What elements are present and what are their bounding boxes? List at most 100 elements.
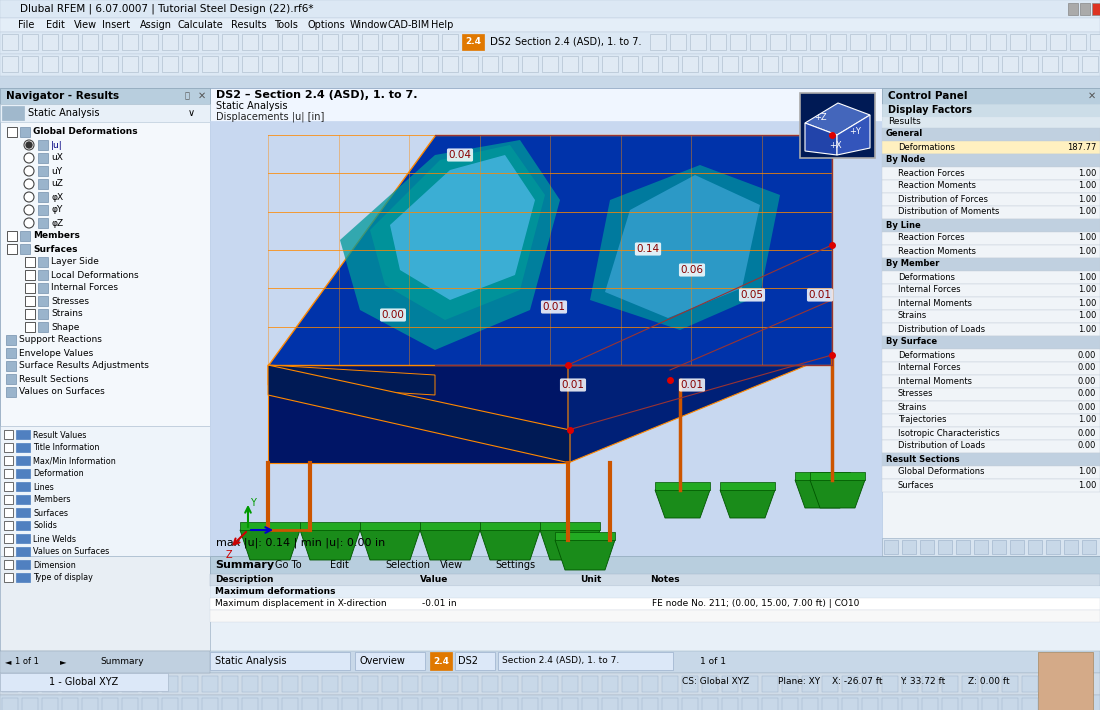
- Bar: [1092, 3, 1100, 15]
- Bar: [922, 56, 938, 72]
- Bar: [1002, 56, 1018, 72]
- Bar: [39, 166, 48, 176]
- Bar: [282, 56, 298, 72]
- Bar: [82, 34, 98, 50]
- Bar: [882, 232, 1100, 245]
- Bar: [882, 676, 898, 692]
- Circle shape: [24, 192, 34, 202]
- Bar: [750, 34, 766, 50]
- Bar: [42, 34, 58, 50]
- Bar: [902, 676, 918, 692]
- Bar: [722, 698, 738, 710]
- Bar: [6, 335, 16, 345]
- Bar: [455, 652, 495, 670]
- Bar: [102, 56, 118, 72]
- Polygon shape: [810, 480, 865, 508]
- Bar: [16, 482, 30, 491]
- Bar: [682, 56, 698, 72]
- Text: Internal Moments: Internal Moments: [898, 376, 972, 386]
- Bar: [882, 117, 1100, 128]
- Bar: [39, 153, 48, 163]
- Bar: [882, 258, 1100, 271]
- Bar: [0, 651, 210, 673]
- Bar: [4, 482, 13, 491]
- Bar: [956, 540, 970, 554]
- Text: Options: Options: [307, 20, 344, 30]
- Bar: [442, 56, 458, 72]
- Text: uZ: uZ: [51, 180, 63, 188]
- Text: 0.04: 0.04: [449, 150, 472, 160]
- Bar: [1022, 698, 1038, 710]
- Bar: [556, 532, 615, 540]
- Bar: [742, 698, 758, 710]
- Bar: [222, 698, 238, 710]
- Text: Section 2.4 (ASD), 1. to 7.: Section 2.4 (ASD), 1. to 7.: [502, 657, 619, 665]
- Bar: [16, 443, 30, 452]
- Bar: [202, 56, 218, 72]
- Bar: [162, 34, 178, 50]
- Text: max |u|: 0.14 | min |u|: 0.00 in: max |u|: 0.14 | min |u|: 0.00 in: [216, 538, 385, 549]
- Polygon shape: [370, 145, 544, 320]
- Bar: [702, 676, 718, 692]
- Bar: [210, 88, 882, 556]
- Text: Results: Results: [231, 20, 266, 30]
- Bar: [422, 676, 438, 692]
- Bar: [4, 508, 13, 517]
- Circle shape: [26, 142, 32, 148]
- Text: Assign: Assign: [140, 20, 172, 30]
- Text: X: -26.07 ft: X: -26.07 ft: [832, 677, 882, 687]
- Bar: [430, 652, 452, 670]
- Text: Surfaces: Surfaces: [33, 244, 77, 253]
- Bar: [210, 610, 1100, 622]
- Bar: [762, 676, 778, 692]
- Text: CAD-BIM: CAD-BIM: [388, 20, 430, 30]
- Text: Calculate: Calculate: [178, 20, 223, 30]
- Text: Distribution of Forces: Distribution of Forces: [898, 195, 988, 204]
- Bar: [22, 56, 38, 72]
- Bar: [822, 698, 838, 710]
- Text: Static Analysis: Static Analysis: [28, 108, 99, 118]
- Polygon shape: [268, 135, 832, 365]
- Text: Edit: Edit: [46, 20, 65, 30]
- Bar: [1046, 540, 1060, 554]
- Bar: [7, 244, 16, 254]
- Bar: [882, 362, 1100, 375]
- Bar: [300, 522, 360, 530]
- Text: Deformation: Deformation: [33, 469, 84, 479]
- Bar: [502, 698, 518, 710]
- Bar: [1090, 34, 1100, 50]
- Bar: [0, 556, 1100, 651]
- Bar: [542, 676, 558, 692]
- Bar: [522, 676, 538, 692]
- Bar: [822, 56, 838, 72]
- Bar: [39, 192, 48, 202]
- Text: Internal Forces: Internal Forces: [898, 285, 960, 295]
- Bar: [862, 676, 878, 692]
- Bar: [82, 676, 98, 692]
- Bar: [690, 34, 706, 50]
- Bar: [62, 56, 78, 72]
- Bar: [0, 673, 1100, 695]
- Bar: [302, 34, 318, 50]
- Text: File: File: [18, 20, 34, 30]
- Circle shape: [24, 218, 34, 228]
- Text: Deformations: Deformations: [898, 143, 955, 151]
- Bar: [802, 56, 818, 72]
- Text: 1.00: 1.00: [1078, 481, 1096, 489]
- Bar: [1028, 540, 1042, 554]
- Bar: [882, 104, 1100, 117]
- Bar: [355, 652, 425, 670]
- Bar: [742, 676, 758, 692]
- Bar: [842, 56, 858, 72]
- Text: DS2: DS2: [458, 656, 478, 666]
- Polygon shape: [240, 530, 300, 560]
- Bar: [322, 698, 338, 710]
- Bar: [442, 698, 458, 710]
- Circle shape: [24, 179, 34, 189]
- Bar: [2, 106, 24, 120]
- Bar: [16, 560, 30, 569]
- Bar: [0, 54, 1100, 76]
- Text: FE node No. 211; (0.00, 15.00, 7.00 ft) | CO10: FE node No. 211; (0.00, 15.00, 7.00 ft) …: [652, 599, 859, 608]
- Bar: [642, 698, 658, 710]
- Bar: [422, 698, 438, 710]
